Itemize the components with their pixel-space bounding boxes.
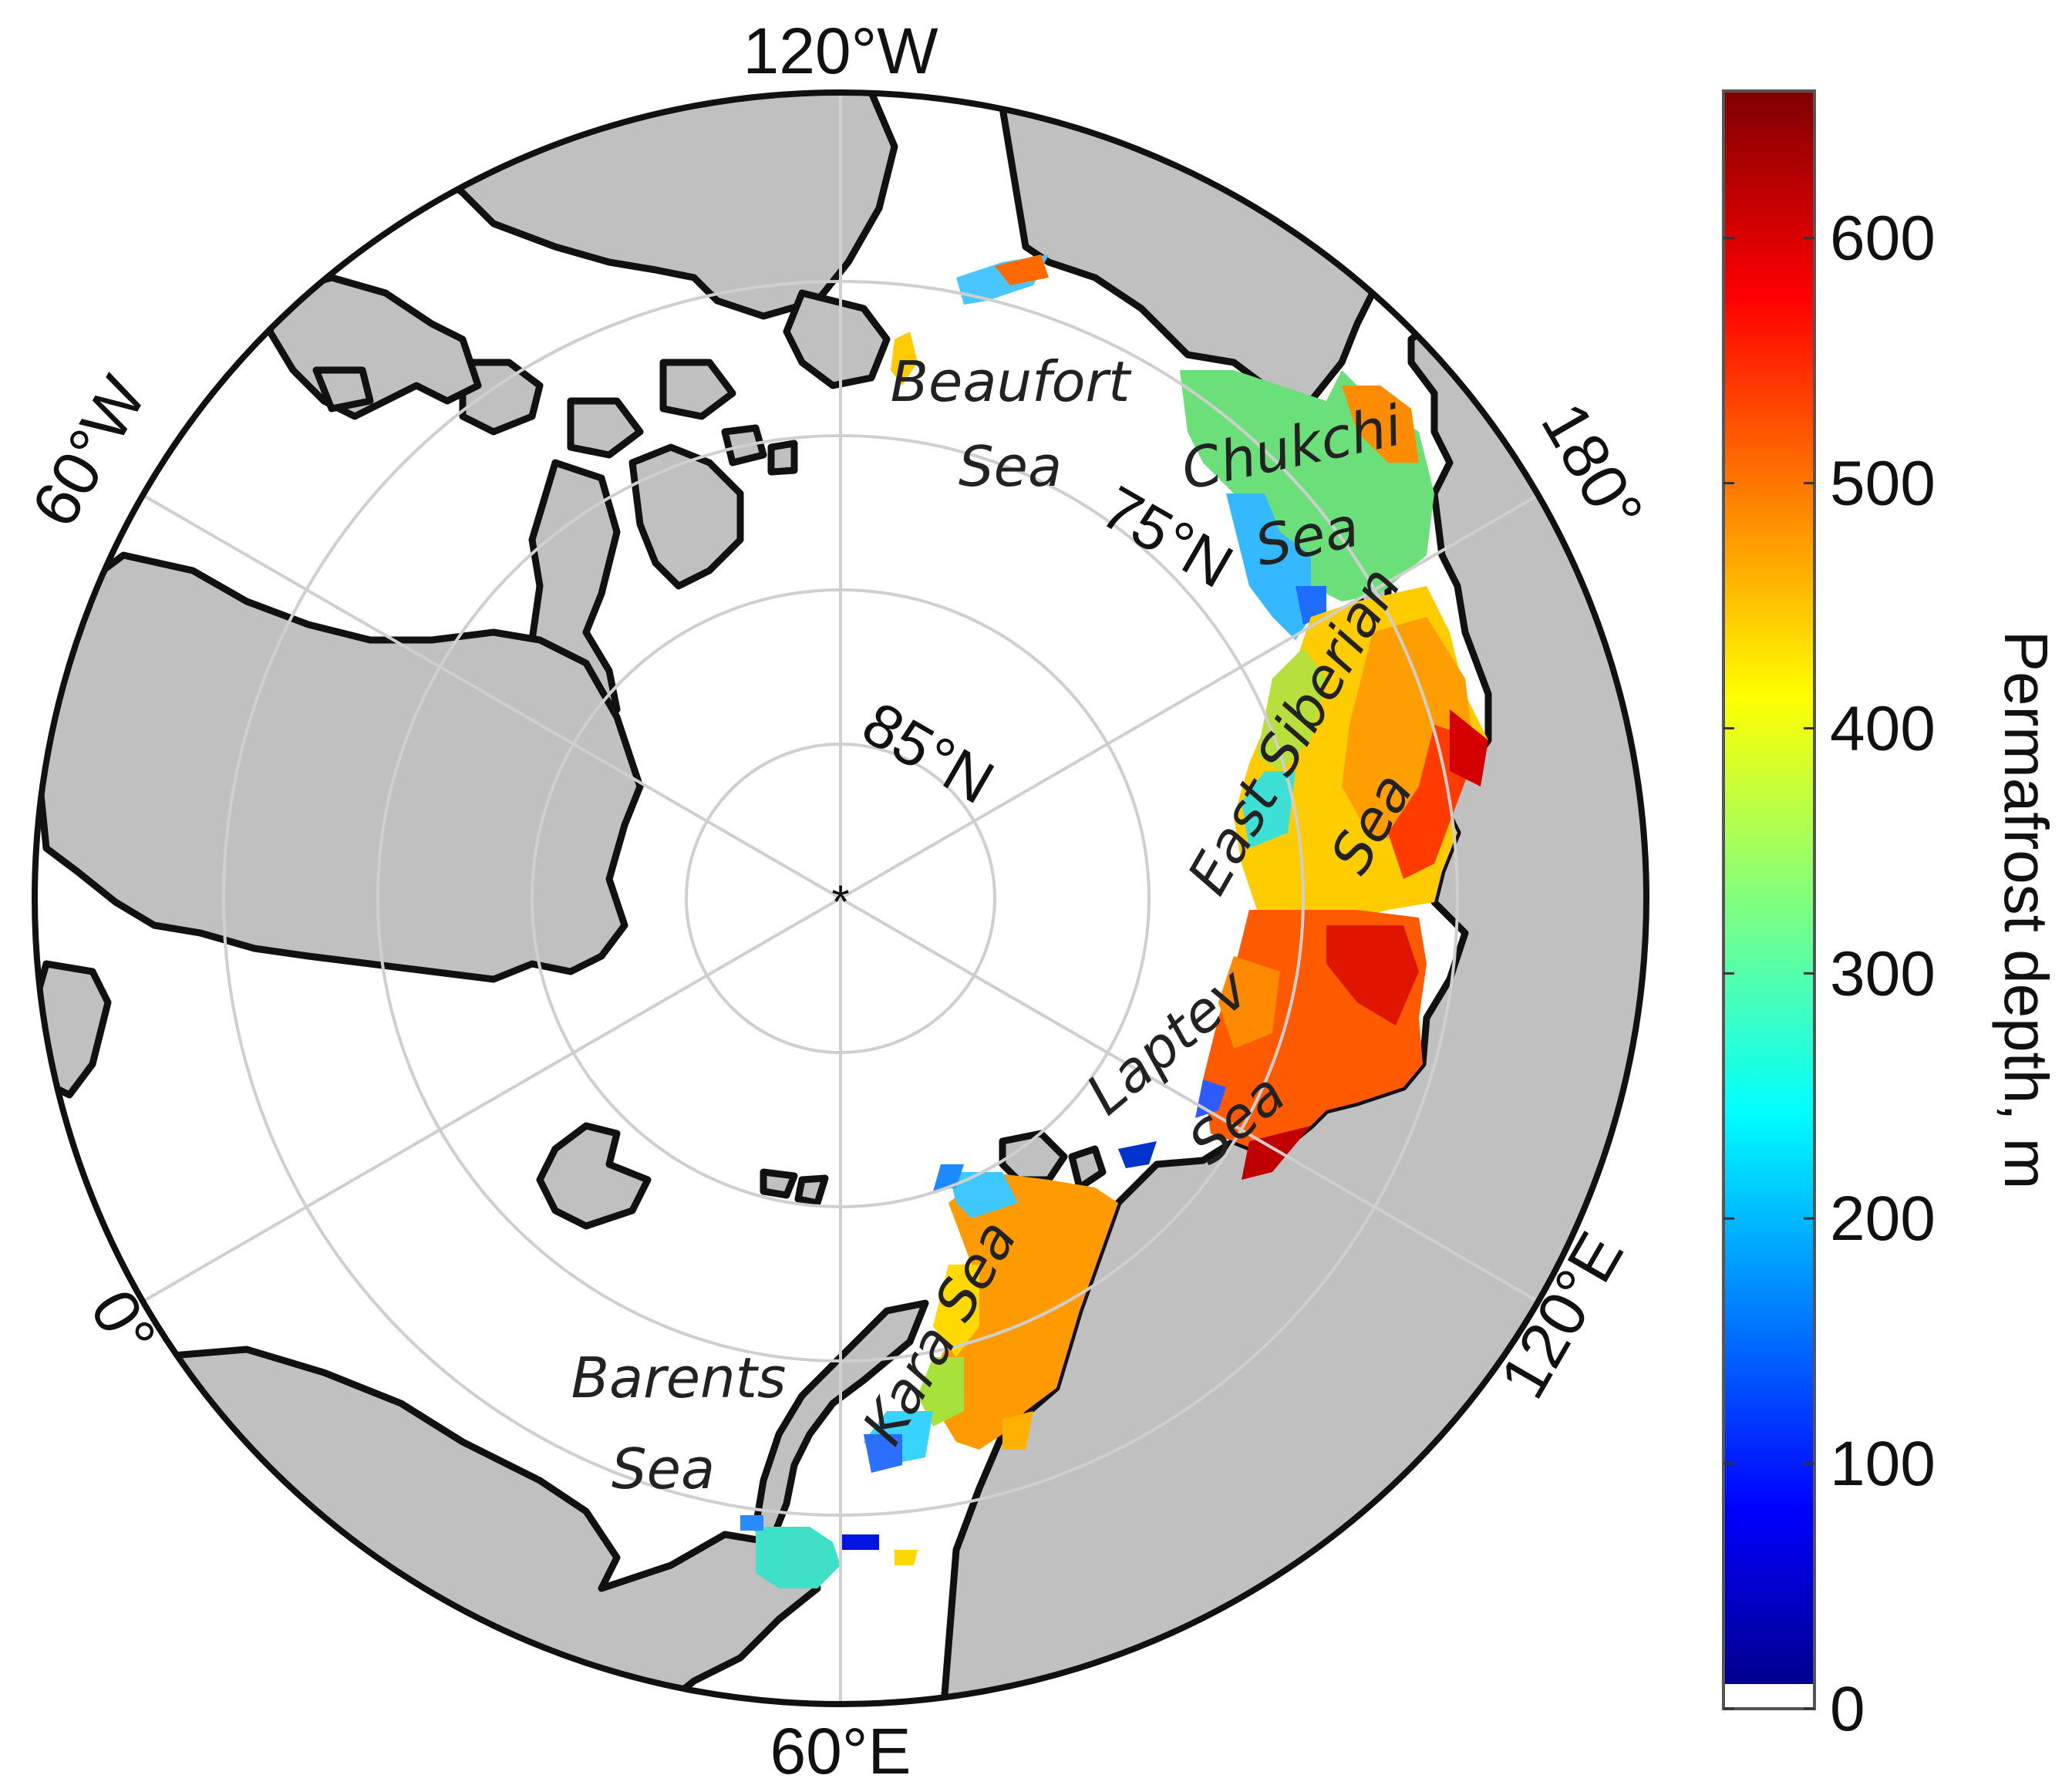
colorbar-tick-label: 100 xyxy=(1830,1429,1936,1499)
franz-josef-land xyxy=(760,1168,798,1199)
colorbar-title: Permafrost depth, m xyxy=(1992,631,2060,1190)
colorbar-tick-label: 400 xyxy=(1830,693,1936,763)
colorbar-tick-label: 0 xyxy=(1830,1674,1865,1744)
sea-label-barents-2: Sea xyxy=(612,1437,715,1501)
meridian-120e xyxy=(141,493,1540,1303)
greenland-land xyxy=(35,551,644,983)
lon-label-120w: 120°W xyxy=(743,15,938,87)
colorbar-tick-label: 600 xyxy=(1830,204,1936,274)
colorbar-tick-label: 200 xyxy=(1830,1184,1936,1254)
colorbar-frame xyxy=(1722,89,1816,1710)
lon-label-60e: 60°E xyxy=(770,1715,911,1787)
svalbard-island xyxy=(536,1122,652,1230)
map-boundary xyxy=(32,89,1649,1707)
sea-label-beaufort-1: Beaufort xyxy=(891,349,1132,414)
permafrost-shelf xyxy=(740,254,1488,1588)
colorbar-tick-label: 300 xyxy=(1830,938,1936,1009)
permafrost-kara xyxy=(933,1172,1118,1450)
sea-label-beaufort-2: Sea xyxy=(959,434,1062,499)
colorbar-gradient xyxy=(1723,91,1814,1684)
colorbar-tick-label: 500 xyxy=(1830,449,1936,519)
colorbar: 0 100 200 300 400 500 600 Permafrost depth, m xyxy=(1722,89,2060,1744)
novaya-zemlya-island xyxy=(752,1299,929,1546)
pole-marker: * xyxy=(831,876,849,928)
sea-label-barents-1: Barents xyxy=(571,1346,787,1410)
colorbar-zero-band xyxy=(1723,1684,1814,1709)
graticule xyxy=(141,93,1540,1704)
permafrost-barents xyxy=(756,1527,841,1588)
